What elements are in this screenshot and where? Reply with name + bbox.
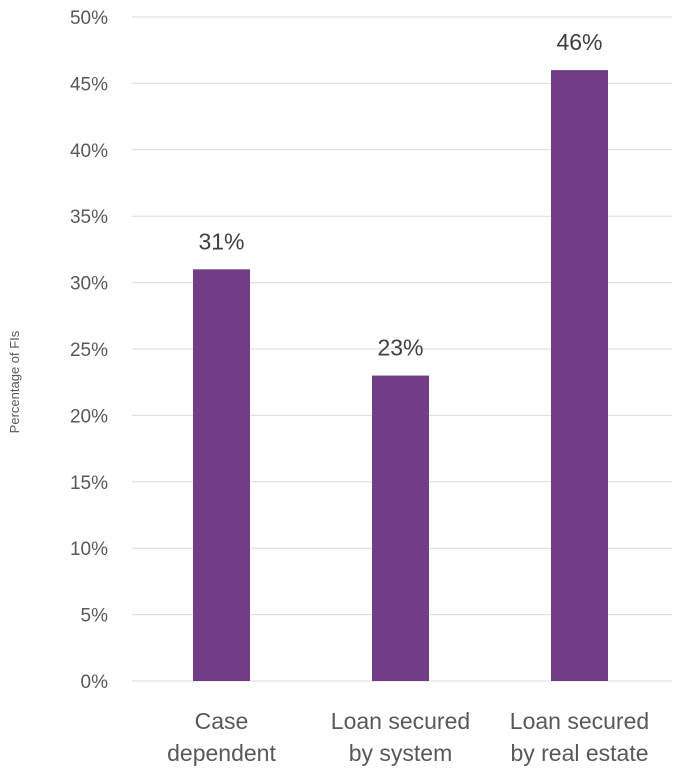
data-label: 31% <box>198 228 244 254</box>
y-tick-label: 15% <box>70 473 108 494</box>
data-labels: 31% 23% 46% <box>198 29 602 360</box>
x-category-label-line: dependent <box>167 740 276 766</box>
x-category-label-line: Loan secured <box>510 708 649 734</box>
x-category-label-line: Case <box>195 708 249 734</box>
data-label: 23% <box>377 335 423 361</box>
y-axis-title: Percentage of FIs <box>7 330 22 433</box>
bar <box>551 70 608 682</box>
y-tick-label: 25% <box>70 340 108 361</box>
y-tick-label: 30% <box>70 274 108 295</box>
y-axis-ticks: 0% 5% 10% 15% 20% 25% 30% 35% 40% 45% 50% <box>70 8 108 693</box>
data-label: 46% <box>556 29 602 55</box>
x-category-label-line: by real estate <box>510 740 648 766</box>
x-category-label: Case dependent <box>167 708 276 766</box>
y-tick-label: 0% <box>81 672 109 693</box>
x-category-label: Loan secured by system <box>331 708 470 766</box>
y-tick-label: 35% <box>70 207 108 228</box>
y-tick-label: 20% <box>70 406 108 427</box>
x-category-label-line: by system <box>349 740 453 766</box>
y-tick-label: 40% <box>70 141 108 162</box>
x-category-label: Loan secured by real estate <box>510 708 649 766</box>
bar <box>372 375 429 681</box>
y-tick-label: 5% <box>81 606 109 627</box>
y-tick-label: 50% <box>70 8 108 29</box>
y-tick-label: 45% <box>70 74 108 95</box>
y-tick-label: 10% <box>70 539 108 560</box>
bars <box>193 70 608 682</box>
bar <box>193 269 250 681</box>
x-category-label-line: Loan secured <box>331 708 470 734</box>
